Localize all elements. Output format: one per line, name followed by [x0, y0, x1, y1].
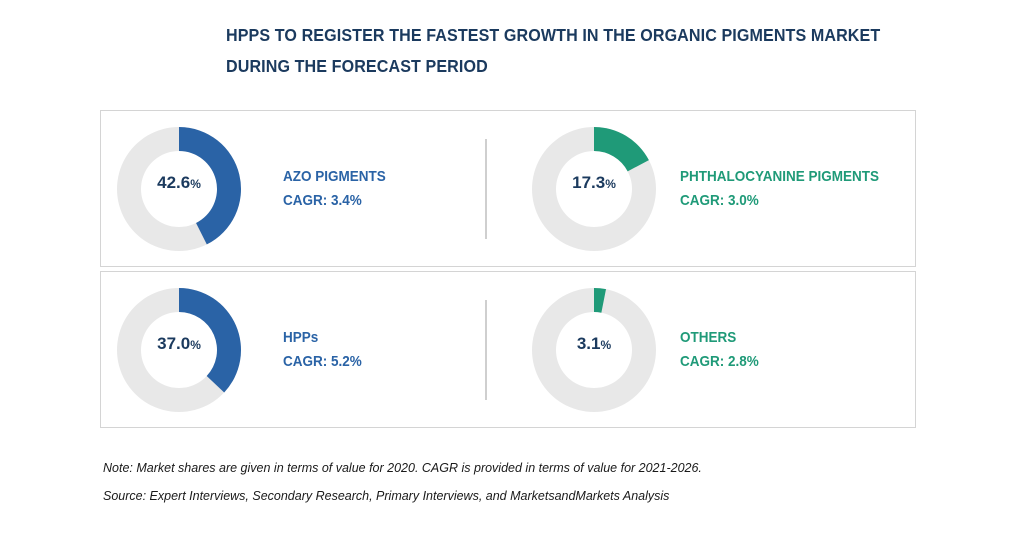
segment-name: PHTHALOCYANINE PIGMENTS — [680, 168, 880, 185]
segment-name: OTHERS — [680, 329, 737, 346]
segment-cagr: CAGR: 3.4% — [283, 192, 362, 209]
bottom-panel: 37.0% HPPs CAGR: 5.2% 3.1% OTHERS CAGR: … — [100, 271, 916, 428]
donut-value-label: 42.6% — [157, 173, 201, 192]
donut-track — [531, 288, 656, 412]
donut-cell-phthalocyanine: 17.3% PHTHALOCYANINE PIGMENTS CAGR: 3.0% — [509, 111, 917, 266]
donut-cell-azo: 42.6% AZO PIGMENTS CAGR: 3.4% — [101, 111, 509, 266]
footnote: Note: Market shares are given in terms o… — [103, 461, 702, 475]
segment-name: HPPs — [283, 329, 319, 346]
donut-segment — [594, 127, 649, 172]
donut-value-label: 37.0% — [157, 334, 201, 353]
chart-title: HPPS TO REGISTER THE FASTEST GROWTH IN T… — [226, 20, 888, 82]
donut-chart-others — [531, 288, 656, 412]
donut-chart-phthalocyanine — [531, 127, 656, 251]
source-note: Source: Expert Interviews, Secondary Res… — [103, 489, 670, 503]
donut-chart-hpps — [116, 288, 241, 412]
donut-value-label: 3.1% — [576, 334, 612, 353]
chart-title-line-2: DURING THE FORECAST PERIOD — [226, 56, 488, 76]
segment-cagr: CAGR: 5.2% — [283, 353, 362, 370]
segment-label: PHTHALOCYANINE PIGMENTS CAGR: 3.0% — [680, 165, 879, 213]
donut-chart-azo — [116, 127, 241, 251]
donut-value-label: 17.3% — [572, 173, 616, 192]
top-panel: 42.6% AZO PIGMENTS CAGR: 3.4% 17.3% PHTH… — [100, 110, 916, 267]
segment-cagr: CAGR: 2.8% — [680, 353, 759, 370]
panel-divider — [485, 139, 487, 239]
donut-segment — [594, 288, 607, 313]
donut-cell-hpps: 37.0% HPPs CAGR: 5.2% — [101, 272, 509, 427]
segment-label: OTHERS CAGR: 2.8% — [680, 326, 759, 374]
segment-label: AZO PIGMENTS CAGR: 3.4% — [283, 165, 386, 213]
segment-label: HPPs CAGR: 5.2% — [283, 326, 362, 374]
segment-name: AZO PIGMENTS — [283, 168, 386, 185]
panel-divider — [485, 300, 487, 400]
donut-segment — [179, 127, 241, 245]
donut-cell-others: 3.1% OTHERS CAGR: 2.8% — [509, 272, 917, 427]
donut-segment — [179, 288, 241, 393]
chart-title-line-1: HPPS TO REGISTER THE FASTEST GROWTH IN T… — [226, 25, 881, 45]
segment-cagr: CAGR: 3.0% — [680, 192, 759, 209]
